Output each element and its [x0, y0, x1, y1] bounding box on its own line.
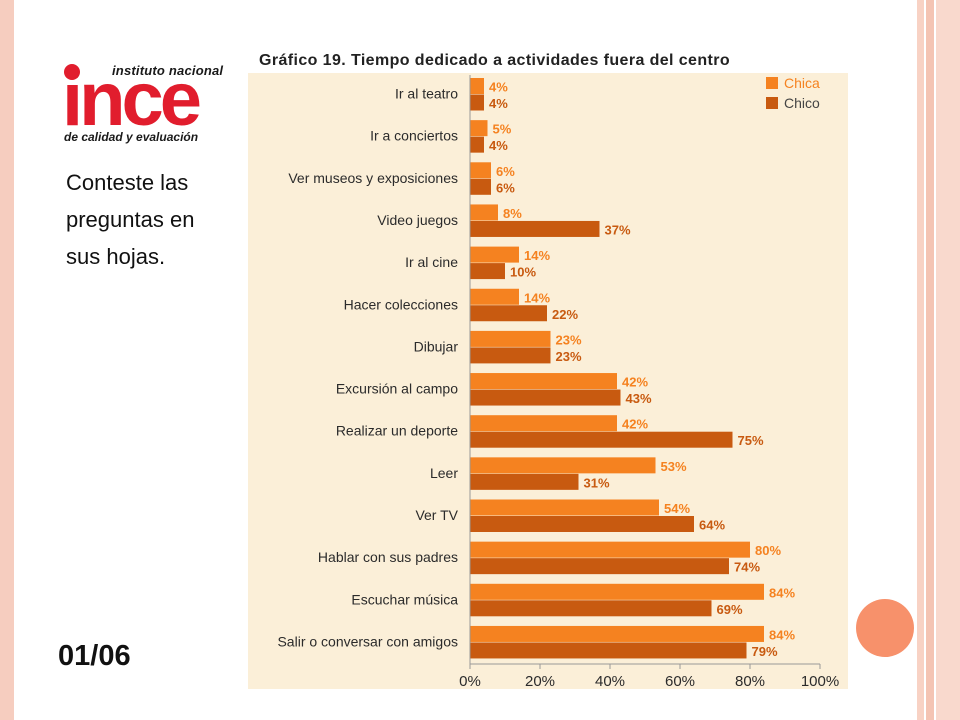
- data-label: 8%: [503, 206, 522, 221]
- bar-chica: [470, 583, 764, 600]
- category-label: Ver TV: [415, 507, 458, 523]
- bar-chica: [470, 457, 656, 474]
- bar-chico: [470, 558, 729, 575]
- right-border-stripe: [926, 0, 934, 720]
- data-label: 10%: [510, 265, 536, 280]
- bar-chico: [470, 263, 505, 280]
- legend-swatch-chico: [766, 97, 778, 109]
- bar-chica: [470, 120, 488, 137]
- data-label: 69%: [717, 602, 743, 617]
- logo-dot: [64, 64, 80, 80]
- right-border-stripe: [917, 0, 924, 720]
- bar-chico: [470, 431, 733, 448]
- data-label: 42%: [622, 417, 648, 432]
- data-label: 79%: [752, 644, 778, 659]
- bar-chico: [470, 305, 547, 322]
- instructions-text: Conteste las preguntas en sus hojas.: [66, 164, 194, 275]
- bar-chica: [470, 330, 551, 347]
- category-label: Realizar un deporte: [336, 423, 458, 439]
- data-label: 53%: [661, 459, 687, 474]
- data-label: 37%: [605, 222, 631, 237]
- bar-chica: [470, 78, 484, 94]
- bar-chico: [470, 473, 579, 490]
- bar-chico: [470, 178, 491, 195]
- data-label: 42%: [622, 375, 648, 390]
- data-label: 64%: [699, 518, 725, 533]
- category-label: Salir o conversar con amigos: [277, 633, 458, 649]
- bar-chica: [470, 204, 498, 221]
- data-label: 80%: [755, 543, 781, 558]
- data-label: 22%: [552, 307, 578, 322]
- logo-bottom-text: de calidad y evaluación: [64, 130, 199, 144]
- x-tick-label: 100%: [801, 673, 839, 689]
- data-label: 31%: [584, 475, 610, 490]
- bar-chica: [470, 499, 659, 516]
- ince-logo: instituto nacional ince de calidad y eva…: [60, 58, 236, 148]
- bar-chico: [470, 642, 747, 659]
- bar-chica: [470, 288, 519, 305]
- chart-title: Gráfico 19. Tiempo dedicado a actividade…: [259, 52, 731, 69]
- category-label: Excursión al campo: [336, 381, 458, 397]
- x-tick-label: 0%: [459, 673, 481, 689]
- bar-chico: [470, 347, 551, 364]
- category-label: Ir a conciertos: [370, 128, 458, 144]
- category-label: Ver museos y exposiciones: [288, 170, 458, 186]
- data-label: 14%: [524, 248, 550, 263]
- category-label: Video juegos: [377, 212, 458, 228]
- data-label: 6%: [496, 180, 515, 195]
- instructions-line: Conteste las: [66, 170, 189, 195]
- decorative-circle: [856, 599, 914, 657]
- x-tick-label: 80%: [735, 673, 765, 689]
- bar-chica: [470, 625, 764, 642]
- data-label: 84%: [769, 627, 795, 642]
- bar-chico: [470, 94, 484, 111]
- bar-chico: [470, 600, 712, 617]
- data-label: 4%: [489, 80, 508, 95]
- category-label: Hablar con sus padres: [318, 549, 458, 565]
- category-label: Leer: [430, 465, 458, 481]
- data-label: 23%: [556, 332, 582, 347]
- x-tick-label: 40%: [595, 673, 625, 689]
- bar-chico: [470, 220, 600, 237]
- category-label: Hacer colecciones: [344, 296, 458, 312]
- right-border-stripe: [936, 0, 960, 720]
- x-tick-label: 60%: [665, 673, 695, 689]
- data-label: 4%: [489, 138, 508, 153]
- page-number: 01/06: [58, 640, 131, 672]
- category-label: Ir al cine: [405, 254, 458, 270]
- legend-label-chica: Chica: [784, 75, 820, 91]
- data-label: 5%: [493, 122, 512, 137]
- category-label: Dibujar: [414, 338, 459, 354]
- logo-main-text: ince: [62, 57, 202, 142]
- instructions-line: sus hojas.: [66, 244, 166, 269]
- data-label: 6%: [496, 164, 515, 179]
- bar-chica: [470, 373, 617, 390]
- data-label: 4%: [489, 96, 508, 111]
- data-label: 74%: [734, 560, 760, 575]
- instructions-line: preguntas en: [66, 207, 195, 232]
- data-label: 84%: [769, 585, 795, 600]
- data-label: 23%: [556, 349, 582, 364]
- data-label: 54%: [664, 501, 690, 516]
- category-label: Escuchar música: [351, 591, 458, 607]
- bar-chico: [470, 136, 484, 153]
- legend-swatch-chica: [766, 77, 778, 89]
- bar-chart: Ir al teatro 4%4%Ir a conciertos 5%4%Ver m…: [277, 75, 839, 690]
- logo-top-text: instituto nacional: [112, 63, 224, 78]
- legend-label-chico: Chico: [784, 95, 820, 111]
- bar-chica: [470, 541, 750, 558]
- data-label: 14%: [524, 290, 550, 305]
- bar-chico: [470, 516, 694, 532]
- x-tick-label: 20%: [525, 673, 555, 689]
- bar-chica: [470, 415, 617, 432]
- bar-chico: [470, 389, 621, 406]
- left-border: [0, 0, 14, 720]
- bar-chart-panel: Ir al teatro 4% 4% Ir a conciertos 5% 4% Ver m…: [248, 73, 848, 690]
- data-label: 75%: [738, 433, 764, 448]
- category-label: Ir al teatro: [395, 86, 458, 102]
- bar-chica: [470, 246, 519, 263]
- bar-chica: [470, 162, 491, 179]
- data-label: 43%: [626, 391, 652, 406]
